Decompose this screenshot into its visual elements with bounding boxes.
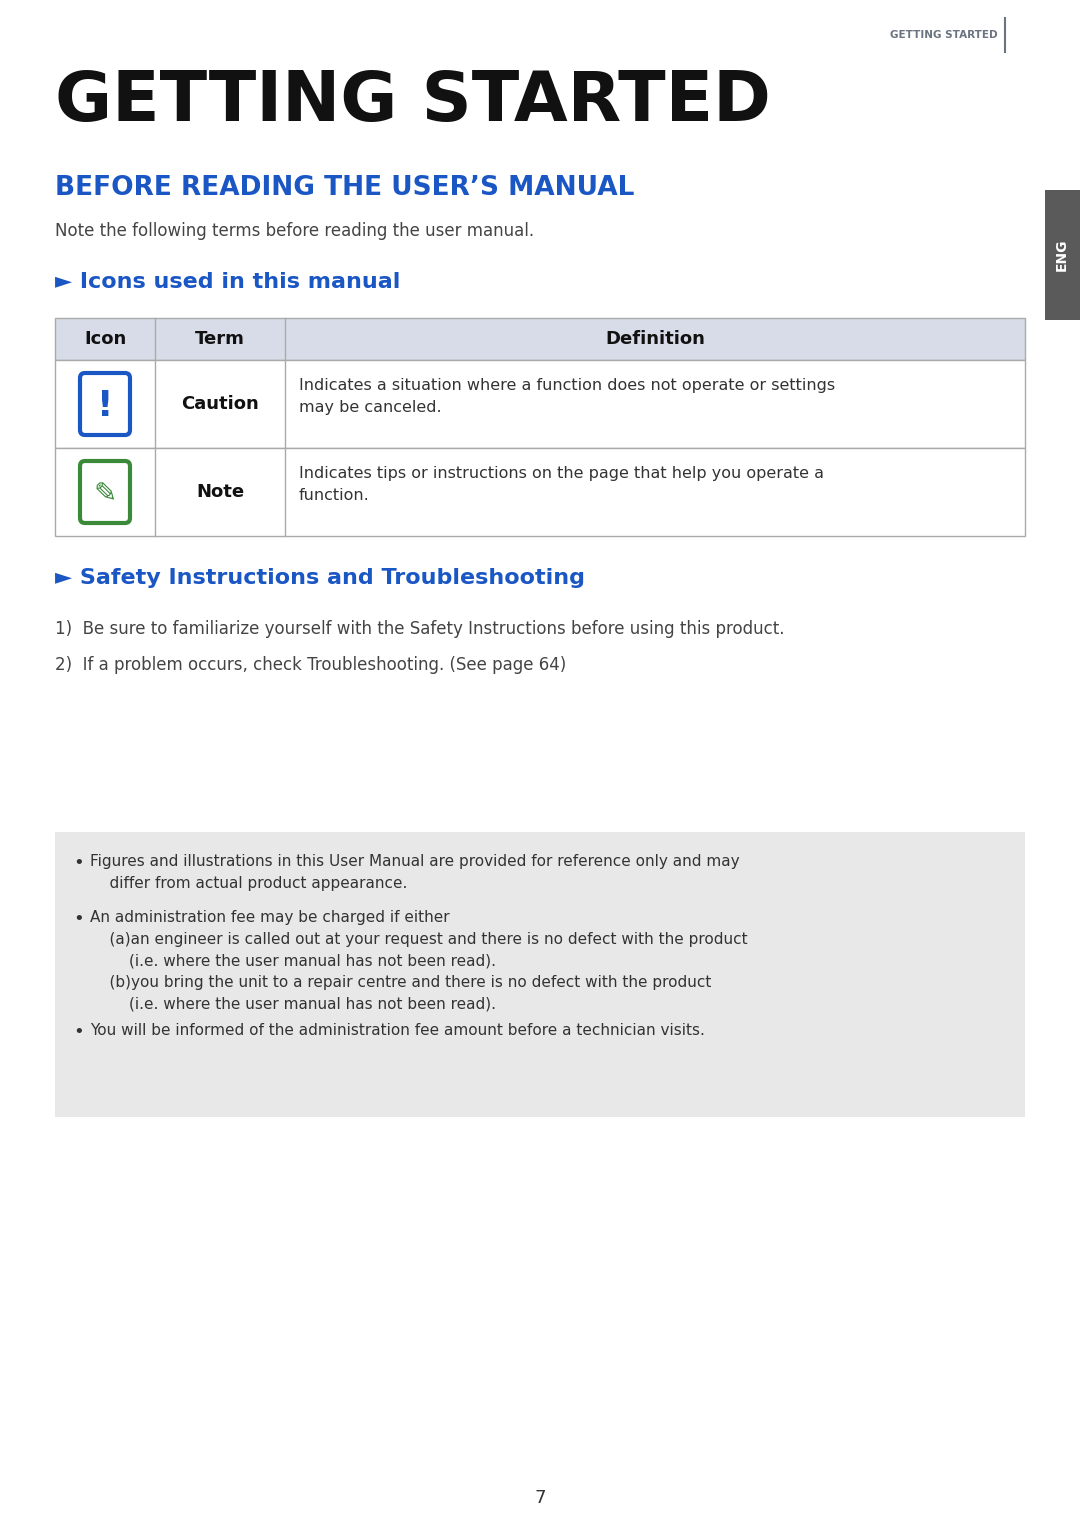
Text: Term: Term	[195, 330, 245, 348]
Text: Indicates a situation where a function does not operate or settings
may be cance: Indicates a situation where a function d…	[299, 379, 835, 415]
Text: BEFORE READING THE USER’S MANUAL: BEFORE READING THE USER’S MANUAL	[55, 176, 634, 202]
Text: GETTING STARTED: GETTING STARTED	[55, 69, 771, 134]
Text: Figures and illustrations in this User Manual are provided for reference only an: Figures and illustrations in this User M…	[90, 854, 740, 890]
FancyBboxPatch shape	[80, 373, 130, 435]
Text: You will be informed of the administration fee amount before a technician visits: You will be informed of the administrati…	[90, 1023, 705, 1038]
Text: Icon: Icon	[84, 330, 126, 348]
Text: GETTING STARTED: GETTING STARTED	[890, 31, 998, 40]
Text: Definition: Definition	[605, 330, 705, 348]
Text: 7: 7	[535, 1489, 545, 1507]
FancyBboxPatch shape	[80, 461, 130, 524]
Text: !: !	[97, 389, 113, 423]
Text: •: •	[73, 1023, 84, 1041]
Bar	[55, 447, 1025, 536]
Text: ► Safety Instructions and Troubleshooting: ► Safety Instructions and Troubleshootin…	[55, 568, 585, 588]
Text: Indicates tips or instructions on the page that help you operate a
function.: Indicates tips or instructions on the pa…	[299, 466, 824, 504]
Text: 2)  If a problem occurs, check Troubleshooting. (See page 64): 2) If a problem occurs, check Troublesho…	[55, 657, 566, 673]
Bar	[55, 318, 1025, 360]
Text: •: •	[73, 910, 84, 928]
Bar	[55, 360, 1025, 447]
Text: Note the following terms before reading the user manual.: Note the following terms before reading …	[55, 221, 535, 240]
Text: 1)  Be sure to familiarize yourself with the Safety Instructions before using th: 1) Be sure to familiarize yourself with …	[55, 620, 784, 638]
Text: ✎: ✎	[93, 479, 117, 508]
Text: •: •	[73, 854, 84, 872]
Bar	[55, 832, 1025, 1116]
Text: Note: Note	[195, 483, 244, 501]
Text: An administration fee may be charged if either
    (a)an engineer is called out : An administration fee may be charged if …	[90, 910, 747, 1011]
Text: Caution: Caution	[181, 395, 259, 412]
Text: ► Icons used in this manual: ► Icons used in this manual	[55, 272, 401, 292]
Text: ENG: ENG	[1055, 238, 1069, 272]
Bar	[1045, 189, 1080, 321]
